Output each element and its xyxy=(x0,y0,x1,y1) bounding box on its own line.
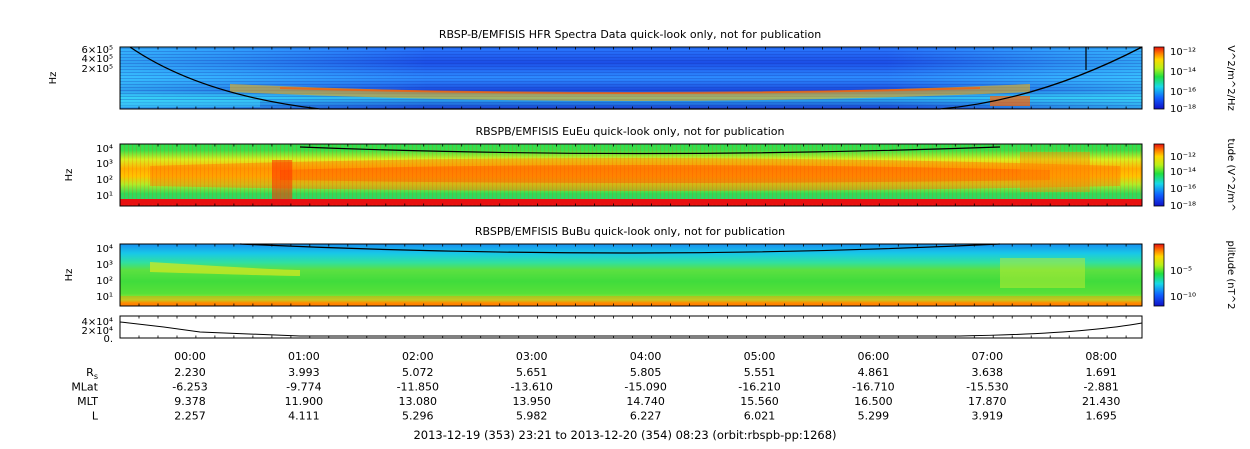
panel-line-ytick: 0. xyxy=(103,334,113,345)
panel-bubu-cblabel: plitude (nT^2 xyxy=(1225,241,1236,310)
panel-line: 4×10⁴ 2×10⁴ 0. xyxy=(82,315,1143,345)
time-tick-label: 05:00 xyxy=(744,350,776,363)
panel-hfr-ytick: 2×10⁵ xyxy=(82,64,113,75)
time-tick-label: 06:00 xyxy=(858,350,890,363)
ephemeris-value: -13.610 xyxy=(510,381,552,394)
ephemeris-value: 13.950 xyxy=(512,395,551,408)
time-tick-label: 02:00 xyxy=(402,350,434,363)
panel-eueu: RBSPB/EMFISIS EuEu quick-look only, not … xyxy=(64,125,1236,212)
panel-eueu-cbtick: 10⁻¹² xyxy=(1170,152,1196,163)
panel-bubu: RBSPB/EMFISIS BuBu quick-look only, not … xyxy=(64,225,1236,309)
ephemeris-value: 4.111 xyxy=(288,410,320,423)
time-tick-label: 04:00 xyxy=(630,350,662,363)
ephemeris-value: 2.230 xyxy=(174,366,206,379)
ephemeris-value: 6.021 xyxy=(744,410,776,423)
panel-hfr-ytick: 4×10⁵ xyxy=(82,54,113,65)
panel-eueu-colorbar xyxy=(1153,143,1165,207)
panel-hfr-ytick: 6×10⁵ xyxy=(82,45,113,56)
panel-hfr: RBSP-B/EMFISIS HFR Spectra Data quick-lo… xyxy=(48,28,1236,115)
ephemeris-value: 21.430 xyxy=(1082,395,1121,408)
ephemeris-value: 4.861 xyxy=(858,366,890,379)
ephemeris-value: 1.695 xyxy=(1085,410,1117,423)
time-tick-label: 07:00 xyxy=(971,350,1003,363)
time-range-footer: 2013-12-19 (353) 23:21 to 2013-12-20 (35… xyxy=(413,428,837,442)
ephemeris-table: Rs 2.230 3.993 5.072 5.651 5.805 5.551 4.861 3.6… xyxy=(71,366,1120,423)
ephemeris-value: 13.080 xyxy=(399,395,438,408)
ephemeris-value: 3.638 xyxy=(972,366,1004,379)
panel-eueu-cbtick: 10⁻¹⁸ xyxy=(1170,201,1196,212)
panel-bubu-ylabel: Hz xyxy=(64,269,75,282)
ephemeris-value: 15.560 xyxy=(740,395,779,408)
ephemeris-value: -16.710 xyxy=(852,381,894,394)
panel-hfr-title: RBSP-B/EMFISIS HFR Spectra Data quick-lo… xyxy=(439,28,821,41)
ephemeris-label: L xyxy=(92,410,99,423)
panel-bubu-ytick: 10² xyxy=(96,276,113,287)
ephemeris-value: 5.299 xyxy=(858,410,890,423)
panel-bubu-ytick: 10³ xyxy=(96,260,113,271)
panel-eueu-ytick: 10² xyxy=(96,175,113,186)
ephemeris-value: 5.072 xyxy=(402,366,434,379)
ephemeris-value: 14.740 xyxy=(626,395,665,408)
ephemeris-value: -15.530 xyxy=(966,381,1008,394)
time-axis: 00:00 01:00 02:00 03:00 04:00 05:00 06:00 07:00… xyxy=(174,350,1117,363)
panel-eueu-ytick: 10¹ xyxy=(96,191,113,202)
panel-hfr-ylabel: Hz xyxy=(48,72,59,85)
ephemeris-value: -16.210 xyxy=(738,381,780,394)
panel-bubu-cbtick: 10⁻¹⁰ xyxy=(1170,292,1196,303)
panel-eueu-ylabel: Hz xyxy=(64,169,75,182)
ephemeris-value: -11.850 xyxy=(397,381,439,394)
ephemeris-value: 5.651 xyxy=(516,366,548,379)
ephemeris-value: -15.090 xyxy=(624,381,666,394)
time-tick-label: 01:00 xyxy=(288,350,320,363)
ephemeris-value: 16.500 xyxy=(854,395,893,408)
panel-eueu-ytick: 10⁴ xyxy=(96,144,113,155)
time-tick-label: 08:00 xyxy=(1085,350,1117,363)
ephemeris-value: 6.227 xyxy=(630,410,662,423)
ephemeris-value: 17.870 xyxy=(968,395,1007,408)
ephemeris-value: 11.900 xyxy=(285,395,324,408)
panel-bubu-ytick: 10¹ xyxy=(96,292,113,303)
panel-eueu-cblabel: tude (V^2/m^ xyxy=(1225,139,1236,212)
panel-eueu-ytick: 10³ xyxy=(96,159,113,170)
panel-hfr-cbtick: 10⁻¹² xyxy=(1170,47,1196,58)
ephemeris-value: -9.774 xyxy=(286,381,321,394)
tick-marks xyxy=(119,47,1127,338)
ephemeris-value: 3.993 xyxy=(288,366,320,379)
ephemeris-value: 5.551 xyxy=(744,366,776,379)
panel-eueu-title: RBSPB/EMFISIS EuEu quick-look only, not … xyxy=(475,125,784,138)
ephemeris-value: -2.881 xyxy=(1083,381,1118,394)
panel-eueu-cbtick: 10⁻¹⁶ xyxy=(1170,184,1196,195)
panel-hfr-cblabel: V^2/m^2/Hz xyxy=(1225,45,1236,111)
panel-bubu-colorbar xyxy=(1153,243,1165,307)
time-tick-label: 03:00 xyxy=(516,350,548,363)
ephemeris-value: 9.378 xyxy=(174,395,206,408)
ephemeris-value: 5.982 xyxy=(516,410,548,423)
panel-hfr-cbtick: 10⁻¹⁸ xyxy=(1170,104,1196,115)
ephemeris-label: MLT xyxy=(77,395,98,408)
ephemeris-value: 2.257 xyxy=(174,410,206,423)
time-tick-label: 00:00 xyxy=(174,350,206,363)
ephemeris-value: -6.253 xyxy=(172,381,207,394)
panel-bubu-title: RBSPB/EMFISIS BuBu quick-look only, not … xyxy=(475,225,785,238)
panel-line-ytick: 2×10⁴ xyxy=(82,326,113,337)
ephemeris-value: 5.805 xyxy=(630,366,662,379)
panel-eueu-cbtick: 10⁻¹⁴ xyxy=(1170,167,1196,178)
ephemeris-label: Rs xyxy=(86,366,98,381)
panel-bubu-cbtick: 10⁻⁵ xyxy=(1170,266,1192,277)
panel-line-ytick: 4×10⁴ xyxy=(82,317,113,328)
panel-bubu-ytick: 10⁴ xyxy=(96,244,113,255)
ephemeris-value: 5.296 xyxy=(402,410,434,423)
ephemeris-label: MLat xyxy=(71,381,98,394)
panel-hfr-cbtick: 10⁻¹⁶ xyxy=(1170,87,1196,98)
panel-hfr-cbtick: 10⁻¹⁴ xyxy=(1170,67,1196,78)
panel-hfr-colorbar xyxy=(1153,46,1165,110)
ephemeris-value: 3.919 xyxy=(972,410,1004,423)
ephemeris-value: 1.691 xyxy=(1085,366,1117,379)
